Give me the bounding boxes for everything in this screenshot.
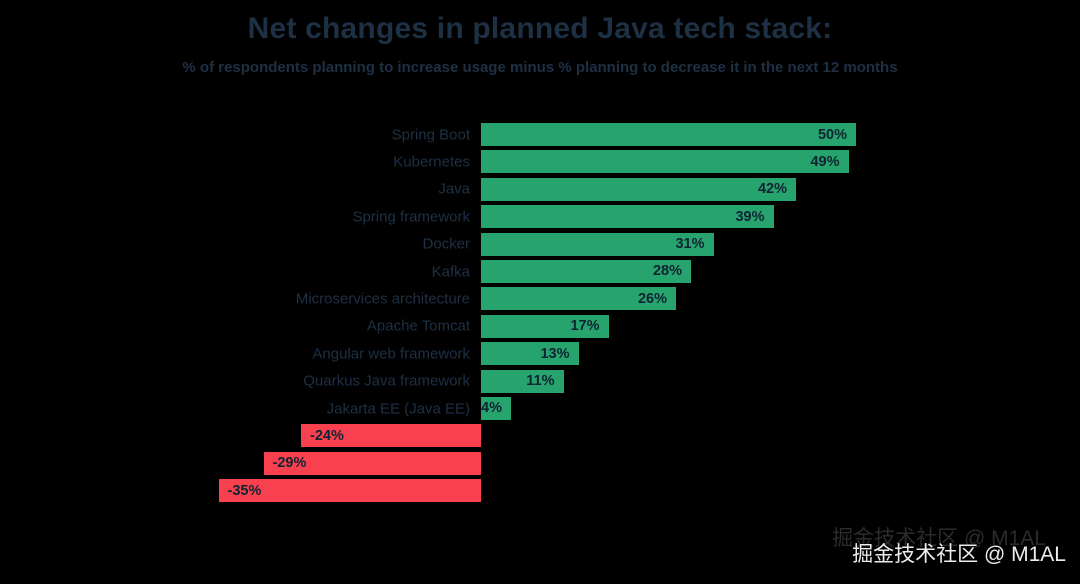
negative-bar: -29% [263,451,481,475]
category-label: Docker [422,235,470,253]
value-label: 17% [570,318,600,335]
positive-bar: 4% [481,396,511,420]
watermark: 掘金技术社区 @ M1AL [852,543,1066,566]
bar-row: Microservices architecture 26% [0,285,1080,312]
category-label: Angular web framework [312,345,470,363]
value-label: 11% [526,373,555,390]
value-label: 49% [810,153,840,170]
positive-bar: 49% [481,150,849,174]
positive-bar: 42% [481,177,796,201]
value-label: 39% [735,208,765,225]
positive-bar: 17% [481,314,609,338]
bar-row: Quarkus Java framework 11% [0,368,1080,395]
bar-row: Spring Boot 50% [0,121,1080,148]
bar-row: Kubernetes 49% [0,148,1080,175]
bar-row: Docker 31% [0,231,1080,258]
bar-rows: Spring Boot 50% Kubernetes 49% Java 42% Spring… [0,121,1080,504]
chart-subtitle: % of respondents planning to increase us… [182,59,898,76]
bar-row: Spring framework 39% [0,203,1080,230]
value-label: 42% [757,181,787,198]
bar-row: Kafka 28% [0,258,1080,285]
value-label: 13% [540,345,570,362]
positive-bar: 31% [481,232,714,256]
value-label: 31% [675,236,705,253]
value-label: 28% [652,263,682,280]
category-label: Microservices architecture [295,290,470,308]
chart-title: Net changes in planned Java tech stack: [247,12,833,45]
category-label: Apache Tomcat [366,317,470,335]
bar-row: Angular web framework 13% [0,340,1080,367]
bar-row: -35% [0,477,1080,504]
negative-bar: -24% [301,424,481,448]
category-label: Quarkus Java framework [303,372,470,390]
value-label: -24% [310,427,344,444]
watermark-ghost: 掘金技术社区 @ M1AL [832,527,1046,550]
positive-bar: 50% [481,123,856,146]
positive-bar: 39% [481,205,774,229]
bar-row: Java 42% [0,176,1080,203]
value-label: -29% [272,455,307,472]
negative-bar: -35% [218,479,481,503]
value-label: 50% [817,126,847,143]
value-label: -35% [227,482,262,499]
bar-row: Jakarta EE (Java EE) 4% [0,395,1080,422]
category-label: Spring Boot [391,126,470,144]
bar-chart: Spring Boot 50% Kubernetes 49% Java 42% Spring… [0,121,1080,504]
positive-bar: 28% [481,259,691,283]
positive-bar: 26% [481,287,676,311]
positive-bar: 13% [481,342,579,366]
bar-row: Apache Tomcat 17% [0,313,1080,340]
value-label: 26% [637,290,667,307]
category-label: Kafka [431,263,470,281]
category-label: Spring framework [352,208,470,226]
bar-row: -29% [0,450,1080,477]
positive-bar: 11% [481,369,564,393]
bar-row: -24% [0,422,1080,449]
value-label: 4% [481,400,502,417]
category-label: Java [438,180,470,198]
category-label: Kubernetes [393,153,470,171]
category-label: Jakarta EE (Java EE) [326,400,470,418]
